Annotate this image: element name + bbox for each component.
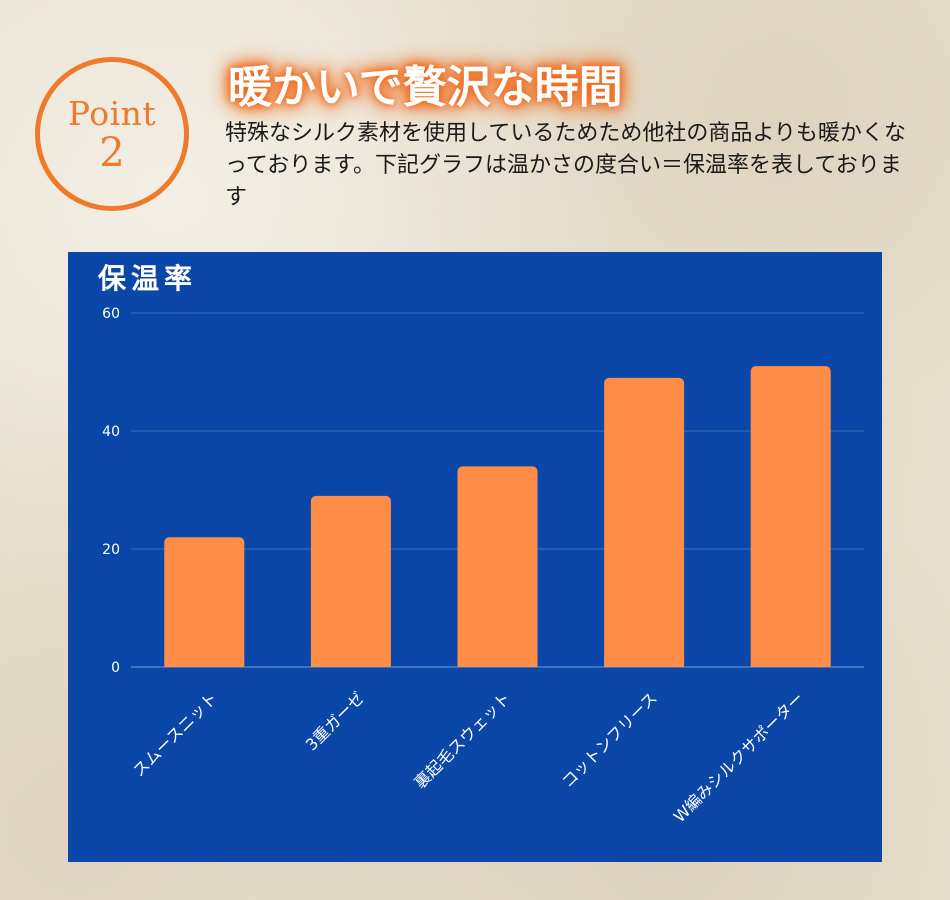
bar [310, 495, 391, 667]
chart-title: 保温率 [98, 262, 198, 295]
bar [750, 366, 831, 667]
bar [457, 466, 538, 667]
y-tick-label: 40 [102, 424, 120, 440]
y-tick-label: 60 [102, 306, 120, 322]
point-badge: Point 2 [35, 57, 189, 211]
bar-base [604, 661, 685, 667]
x-tick-label: W編みシルクサポーター [670, 688, 808, 826]
lead-text: 特殊なシルク素材を使用しているためため他社の商品よりも暖かくなっております。下記… [225, 121, 906, 210]
point-number: 2 [99, 130, 125, 176]
x-tick-label: 3重ガーゼ [302, 688, 368, 754]
x-tick-label: スムースニット [129, 688, 221, 780]
bar-base [164, 661, 245, 667]
bar-chart: 0 20 40 60 スムースニット 3重ガーゼ 裏起毛スウェット コットンフリース W編みシル… [102, 306, 864, 826]
chart-card: 0 20 40 60 スムースニット 3重ガーゼ 裏起毛スウェット コットンフリース W編みシル… [68, 252, 882, 862]
y-tick-label: 20 [102, 542, 120, 558]
point-label: Point [67, 94, 157, 133]
headline: 暖かいで贅沢な時間 [228, 62, 623, 113]
y-tick-label: 0 [111, 660, 120, 676]
bar-base [750, 661, 831, 667]
x-tick-label: 裏起毛スウェット [410, 688, 514, 792]
x-tick-label: コットンフリース [558, 688, 661, 791]
bar [164, 537, 245, 667]
bar [604, 377, 685, 667]
bar-base [457, 661, 538, 667]
bar-base [310, 661, 391, 667]
